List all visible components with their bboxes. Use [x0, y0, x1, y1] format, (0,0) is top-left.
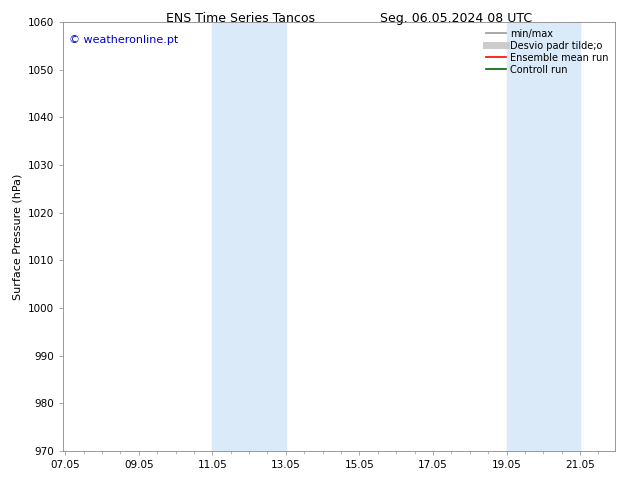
Bar: [507, 22, 543, 451]
Text: Seg. 06.05.2024 08 UTC: Seg. 06.05.2024 08 UTC: [380, 12, 533, 25]
Text: © weatheronline.pt: © weatheronline.pt: [69, 35, 178, 45]
Legend: min/max, Desvio padr tilde;o, Ensemble mean run, Controll run: min/max, Desvio padr tilde;o, Ensemble m…: [484, 27, 610, 76]
Bar: [212, 22, 249, 451]
Bar: [249, 22, 286, 451]
Y-axis label: Surface Pressure (hPa): Surface Pressure (hPa): [13, 173, 23, 299]
Text: ENS Time Series Tancos: ENS Time Series Tancos: [166, 12, 316, 25]
Bar: [543, 22, 580, 451]
